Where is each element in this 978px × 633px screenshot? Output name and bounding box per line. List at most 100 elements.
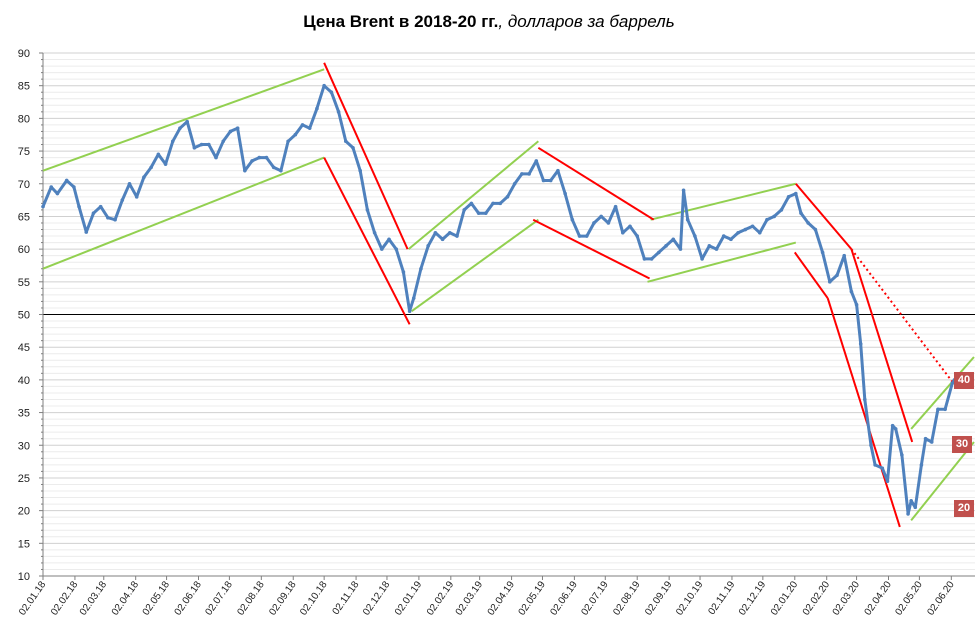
x-tick-label: 02.05.18	[141, 579, 173, 618]
price-series	[41, 83, 957, 516]
price-point	[685, 217, 690, 222]
price-point	[235, 126, 240, 130]
price-point	[714, 247, 719, 251]
price-point	[380, 247, 384, 251]
price-point	[835, 273, 839, 278]
x-tick-label: 02.03.18	[78, 579, 110, 618]
price-point	[343, 139, 348, 144]
forecast-dotted-line	[850, 248, 955, 384]
price-point	[127, 181, 132, 186]
price-point	[455, 234, 459, 238]
price-point	[120, 198, 125, 202]
up-channel-line	[650, 182, 797, 221]
price-point	[700, 257, 704, 261]
price-point	[919, 463, 924, 467]
price-point	[250, 159, 254, 163]
y-tick-label: 90	[18, 48, 30, 60]
price-point	[491, 201, 495, 206]
x-tick-label: 02.06.20	[925, 579, 957, 618]
target-label-40: 40	[954, 372, 974, 389]
price-point	[228, 129, 233, 134]
price-point	[72, 185, 76, 189]
y-tick-label: 65	[18, 211, 30, 223]
price-point	[794, 191, 798, 196]
down-channel-line	[826, 297, 901, 528]
x-tick-label: 02.12.18	[361, 579, 393, 618]
price-point	[170, 139, 175, 144]
target-label-30: 30	[952, 436, 972, 453]
price-point	[484, 211, 488, 215]
price-point	[462, 208, 467, 212]
y-tick-label: 70	[18, 179, 30, 191]
up-channel-line	[42, 156, 325, 270]
price-point	[842, 253, 847, 258]
price-point	[257, 155, 262, 160]
price-point	[419, 266, 423, 271]
x-tick-label: 02.02.20	[801, 579, 833, 618]
price-point	[880, 466, 885, 470]
price-point	[149, 165, 153, 170]
price-point	[729, 237, 733, 242]
price-point	[77, 204, 81, 209]
price-point	[642, 257, 647, 261]
price-point	[372, 230, 377, 235]
price-point	[199, 142, 204, 147]
price-point	[163, 162, 168, 166]
price-point	[869, 443, 873, 448]
price-point	[329, 90, 334, 95]
price-point	[279, 168, 283, 173]
price-point	[271, 165, 276, 170]
x-tick-label: 02.02.19	[425, 579, 457, 618]
price-point	[307, 126, 312, 130]
price-point	[592, 221, 596, 225]
price-point	[858, 342, 863, 346]
price-point	[671, 237, 676, 242]
price-point	[498, 201, 503, 206]
x-tick-label: 02.01.20	[769, 579, 801, 618]
x-tick-label: 02.07.19	[579, 579, 611, 618]
price-point	[293, 132, 298, 137]
down-channel-line	[323, 157, 411, 325]
y-tick-label: 20	[18, 506, 30, 518]
price-point	[426, 244, 430, 248]
x-tick-label: 02.09.18	[267, 579, 299, 618]
price-point	[657, 250, 661, 255]
price-point	[207, 142, 211, 147]
price-point	[192, 145, 197, 150]
price-point	[750, 224, 755, 229]
price-point	[315, 106, 319, 111]
price-point	[820, 250, 825, 255]
price-point	[606, 221, 611, 225]
price-point	[849, 289, 854, 294]
price-point	[214, 155, 218, 160]
down-channel-line	[537, 146, 655, 221]
price-point	[620, 230, 625, 235]
price-point	[520, 172, 524, 176]
price-point	[584, 234, 589, 238]
x-tick-label: 02.04.20	[863, 579, 895, 618]
x-tick-label: 02.01.19	[393, 579, 425, 618]
price-point	[41, 204, 45, 209]
y-tick-label: 15	[18, 538, 30, 550]
price-point	[134, 195, 139, 199]
y-tick-label: 55	[18, 277, 30, 289]
price-point	[541, 178, 546, 183]
y-tick-label: 25	[18, 473, 30, 485]
price-point	[950, 381, 955, 385]
price-point	[635, 234, 640, 238]
x-tick-label: 02.04.19	[486, 579, 518, 618]
y-tick-label: 10	[18, 571, 30, 583]
price-point	[854, 302, 859, 307]
y-tick-label: 85	[18, 81, 30, 93]
down-channel-line	[532, 218, 651, 280]
x-tick-label: 02.08.18	[235, 579, 267, 618]
x-tick-label: 02.01.18	[17, 579, 49, 618]
price-point	[890, 423, 895, 428]
down-channel-line	[850, 248, 914, 443]
price-point	[599, 214, 603, 219]
price-point	[736, 230, 740, 235]
down-channel-line	[793, 251, 829, 299]
up-channel-line	[647, 241, 797, 283]
price-point	[221, 139, 226, 144]
price-point	[322, 83, 326, 88]
